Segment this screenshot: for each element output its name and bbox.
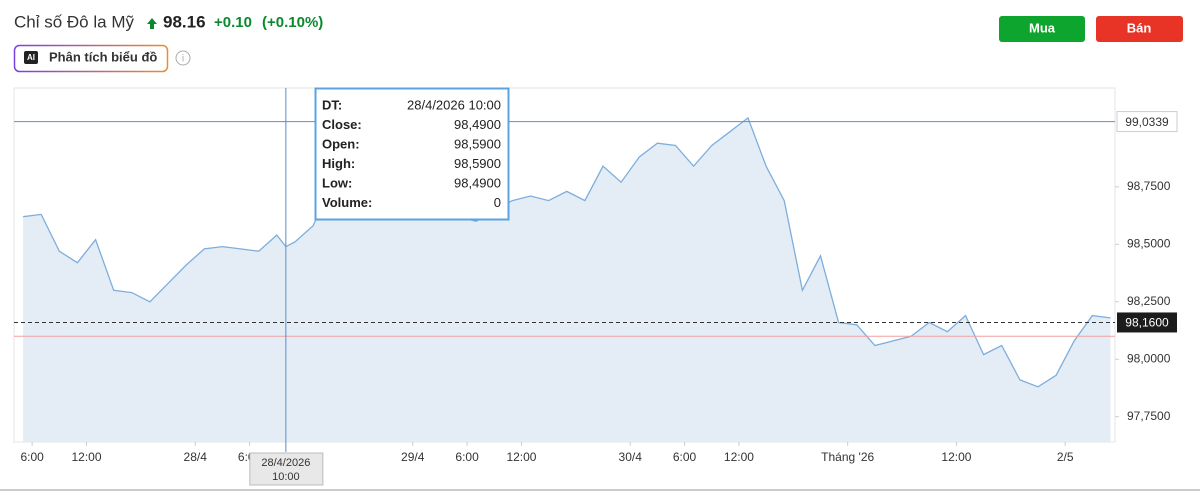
tooltip-value: 98,5900 bbox=[454, 156, 501, 171]
svg-text:AI: AI bbox=[27, 53, 35, 62]
tooltip-value: 28/4/2026 10:00 bbox=[407, 97, 501, 112]
x-tick-label: 29/4 bbox=[401, 450, 425, 464]
x-tick-label: 30/4 bbox=[619, 450, 643, 464]
tooltip-value: 98,4900 bbox=[454, 175, 501, 190]
x-tick-label: 28/4 bbox=[184, 450, 208, 464]
title: Chỉ số Đô la Mỹ bbox=[14, 12, 134, 31]
y-tick-label: 97,7500 bbox=[1127, 409, 1171, 423]
crosshair-x-box bbox=[249, 452, 324, 486]
x-tick-label: Tháng '26 bbox=[821, 450, 874, 464]
crosshair-y-box bbox=[1116, 111, 1178, 133]
svg-text:i: i bbox=[182, 54, 184, 65]
y-tick-label: 98,0000 bbox=[1127, 351, 1171, 365]
sell-label: Bán bbox=[1127, 20, 1152, 35]
change-pct: (+0.10%) bbox=[262, 14, 323, 31]
buy-label: Mua bbox=[1029, 20, 1056, 35]
crosshair-x-label: 28/4/2026 bbox=[261, 457, 310, 469]
change: +0.10 bbox=[214, 14, 252, 31]
tooltip-key: Close: bbox=[322, 117, 362, 132]
tooltip bbox=[314, 87, 510, 221]
tooltip-value: 98,4900 bbox=[454, 117, 501, 132]
price: 98.16 bbox=[163, 12, 206, 31]
tooltip-key: Volume: bbox=[322, 195, 372, 210]
area-fill bbox=[23, 117, 1111, 443]
crosshair-y-label: 99,0339 bbox=[1125, 115, 1169, 129]
x-tick-label: 2/5 bbox=[1057, 450, 1074, 464]
tooltip-key: Low: bbox=[322, 175, 352, 190]
buy-button[interactable]: Mua bbox=[999, 16, 1085, 42]
ai-label: Phân tích biểu đồ bbox=[49, 49, 157, 64]
info-icon[interactable]: i bbox=[175, 50, 191, 66]
y-tick-label: 98,5000 bbox=[1127, 236, 1171, 250]
crosshair-x-label: 10:00 bbox=[272, 471, 300, 483]
y-tick-label: 98,7500 bbox=[1127, 179, 1171, 193]
x-tick-label: 6:00 bbox=[20, 450, 44, 464]
last-price-label: 98,1600 bbox=[1125, 316, 1169, 330]
tooltip-key: High: bbox=[322, 156, 355, 171]
x-tick-label: 12:00 bbox=[506, 450, 536, 464]
ai-button[interactable]: AI Phân tích biểu đồ bbox=[13, 44, 169, 73]
y-tick-label: 98,2500 bbox=[1127, 294, 1171, 308]
last-price-box bbox=[1117, 312, 1177, 333]
x-tick-label: 12:00 bbox=[941, 450, 971, 464]
tooltip-key: Open: bbox=[322, 136, 360, 151]
tooltip-value: 0 bbox=[494, 195, 501, 210]
x-tick-label: 6:00 bbox=[673, 450, 697, 464]
price-line bbox=[23, 116, 1111, 388]
x-tick-label: 12:00 bbox=[71, 450, 101, 464]
sell-button[interactable]: Bán bbox=[1096, 16, 1183, 42]
x-tick-label: 6:00 bbox=[455, 450, 479, 464]
x-tick-label: 12:00 bbox=[724, 450, 754, 464]
up-arrow bbox=[147, 18, 157, 29]
tooltip-key: DT: bbox=[322, 97, 342, 112]
tooltip-value: 98,5900 bbox=[454, 136, 501, 151]
